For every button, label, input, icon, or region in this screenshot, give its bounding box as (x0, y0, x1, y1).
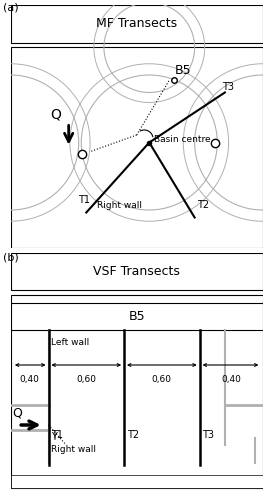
Text: Y: Y (51, 432, 57, 442)
Text: Left wall: Left wall (51, 338, 89, 347)
Text: 0,60: 0,60 (152, 375, 172, 384)
Bar (11, 5, 263, 43)
Text: T3: T3 (202, 430, 214, 440)
Text: Q: Q (12, 406, 22, 419)
Text: Right wall: Right wall (96, 200, 142, 209)
Bar (11, 295, 263, 488)
Text: B5: B5 (174, 64, 191, 76)
Text: T2: T2 (126, 430, 139, 440)
Text: Right wall: Right wall (51, 446, 96, 454)
Text: T1: T1 (51, 430, 63, 440)
Text: MF Transects: MF Transects (96, 17, 177, 30)
Bar (11, 475, 263, 488)
Text: (a): (a) (3, 2, 18, 12)
Text: (b): (b) (3, 252, 18, 262)
Text: 0,60: 0,60 (76, 375, 96, 384)
Text: T1: T1 (78, 195, 90, 205)
Text: 0,40: 0,40 (221, 375, 241, 384)
Text: B5: B5 (128, 310, 145, 323)
Bar (11, 252, 263, 290)
Bar (11, 302, 263, 330)
Text: Q: Q (51, 108, 61, 122)
Text: T2: T2 (197, 200, 209, 210)
Text: T3: T3 (222, 82, 234, 92)
Text: Basin centre: Basin centre (154, 136, 211, 144)
Bar (11, 48, 263, 248)
Text: 0,40: 0,40 (20, 375, 40, 384)
Text: VSF Transects: VSF Transects (93, 265, 180, 278)
